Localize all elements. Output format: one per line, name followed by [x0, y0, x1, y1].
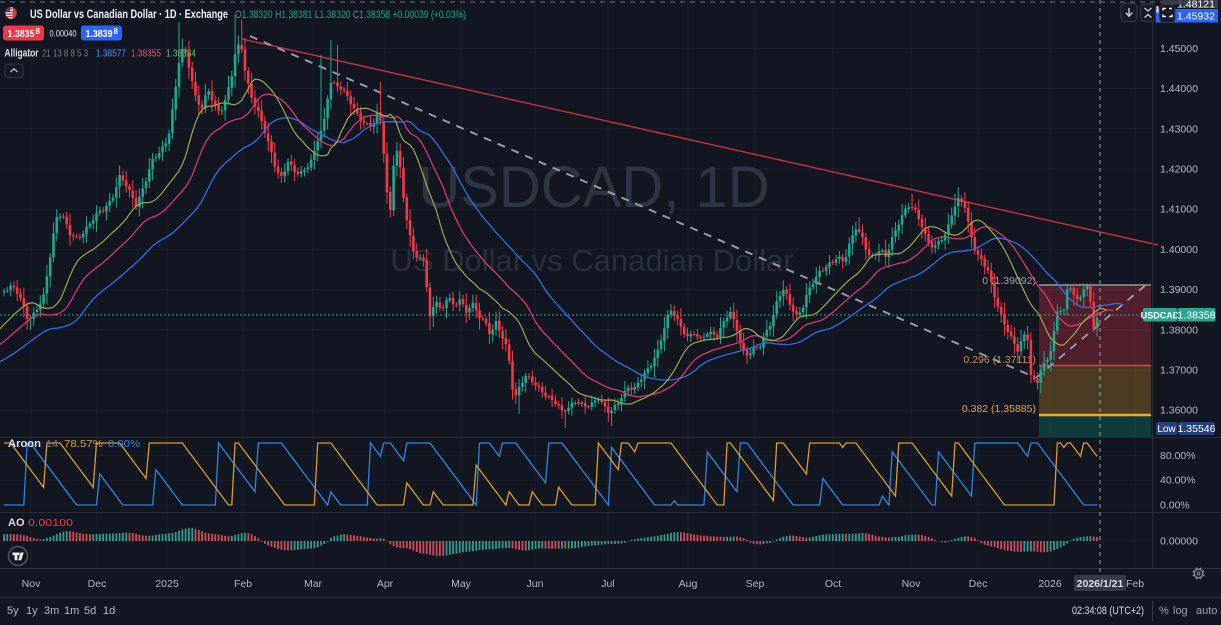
- svg-text:Aug: Aug: [679, 578, 698, 590]
- svg-text:May: May: [451, 578, 472, 590]
- svg-text:%: %: [1159, 605, 1169, 617]
- svg-text:1.44000: 1.44000: [1160, 83, 1198, 95]
- svg-text:2025: 2025: [155, 578, 179, 590]
- svg-text:0.382 (1.35885): 0.382 (1.35885): [962, 403, 1036, 415]
- svg-text:auto: auto: [1196, 605, 1217, 617]
- svg-text:0.00040: 0.00040: [50, 29, 77, 40]
- svg-text:2026: 2026: [1038, 578, 1062, 590]
- svg-text:1.38384: 1.38384: [166, 48, 196, 60]
- svg-text:Jul: Jul: [601, 578, 614, 590]
- svg-text:Apr: Apr: [377, 578, 394, 590]
- svg-text:2026/1/21: 2026/1/21: [1077, 578, 1124, 590]
- svg-text:1.3839: 1.3839: [86, 28, 113, 40]
- svg-text:8: 8: [36, 27, 41, 36]
- svg-text:1.36000: 1.36000: [1160, 405, 1198, 417]
- svg-text:0.00100: 0.00100: [28, 517, 73, 529]
- svg-text:80.00%: 80.00%: [1160, 450, 1196, 462]
- svg-text:1.45000: 1.45000: [1160, 43, 1198, 55]
- svg-text:1d: 1d: [103, 605, 115, 617]
- svg-text:log: log: [1173, 605, 1188, 617]
- svg-text:O1.38320 H1.38381 L1.38320 C1.: O1.38320 H1.38381 L1.38320 C1.38358 +0.0…: [235, 9, 466, 21]
- svg-text:Dec: Dec: [969, 578, 988, 590]
- svg-text:0.00%: 0.00%: [108, 438, 140, 450]
- svg-text:Jun: Jun: [527, 578, 544, 590]
- svg-text:Feb: Feb: [1126, 578, 1144, 590]
- svg-text:3m: 3m: [44, 605, 59, 617]
- svg-text:0.00%: 0.00%: [1160, 500, 1190, 512]
- svg-text:Alligator: Alligator: [5, 48, 40, 60]
- svg-text:21 13 8 8 5 3: 21 13 8 8 5 3: [42, 48, 88, 60]
- svg-text:1.3835: 1.3835: [8, 28, 35, 40]
- svg-text:Low: Low: [1157, 424, 1176, 435]
- svg-text:1.37000: 1.37000: [1160, 365, 1198, 377]
- svg-text:78.57%: 78.57%: [64, 438, 103, 450]
- svg-text:Mar: Mar: [304, 578, 323, 590]
- svg-text:5d: 5d: [84, 605, 96, 617]
- svg-text:02:34:08 (UTC+2): 02:34:08 (UTC+2): [1072, 605, 1144, 617]
- svg-text:1m: 1m: [64, 605, 79, 617]
- svg-text:1.38355: 1.38355: [131, 48, 161, 60]
- svg-text:1y: 1y: [26, 605, 38, 617]
- svg-text:Oct: Oct: [825, 578, 841, 590]
- svg-text:Aroon: Aroon: [8, 438, 41, 450]
- svg-text:1.48121: 1.48121: [1177, 0, 1215, 11]
- svg-text:0.296 (1.37111): 0.296 (1.37111): [963, 354, 1036, 366]
- svg-text:Dec: Dec: [88, 578, 107, 590]
- svg-text:1.35546: 1.35546: [1178, 423, 1216, 435]
- svg-text:Nov: Nov: [22, 578, 41, 590]
- svg-text:1.40000: 1.40000: [1160, 244, 1198, 256]
- svg-text:1.38577: 1.38577: [96, 48, 126, 60]
- svg-text:US Dollar vs Canadian Dollar: US Dollar vs Canadian Dollar: [390, 243, 793, 278]
- svg-text:0.00000: 0.00000: [1160, 536, 1198, 548]
- svg-text:USDCAD: USDCAD: [1141, 311, 1180, 321]
- svg-text:5y: 5y: [7, 605, 19, 617]
- svg-text:USDCAD, 1D: USDCAD, 1D: [418, 155, 769, 220]
- svg-text:Feb: Feb: [234, 578, 252, 590]
- svg-text:AO: AO: [8, 517, 25, 529]
- svg-text:1.38358: 1.38358: [1178, 310, 1216, 322]
- svg-text:14: 14: [46, 438, 58, 450]
- svg-text:Sep: Sep: [746, 578, 765, 590]
- svg-text:1.43000: 1.43000: [1160, 123, 1198, 135]
- svg-text:1.45932: 1.45932: [1177, 11, 1215, 23]
- svg-text:1.41000: 1.41000: [1160, 204, 1198, 216]
- svg-text:8: 8: [114, 27, 119, 36]
- svg-text:1.39000: 1.39000: [1160, 284, 1198, 296]
- svg-text:Nov: Nov: [902, 578, 921, 590]
- svg-text:US Dollar vs Canadian Dollar ·: US Dollar vs Canadian Dollar · 1D · Exch…: [30, 9, 228, 21]
- svg-text:40.00%: 40.00%: [1160, 475, 1196, 487]
- svg-text:1.38000: 1.38000: [1160, 324, 1198, 336]
- svg-text:1.42000: 1.42000: [1160, 164, 1198, 176]
